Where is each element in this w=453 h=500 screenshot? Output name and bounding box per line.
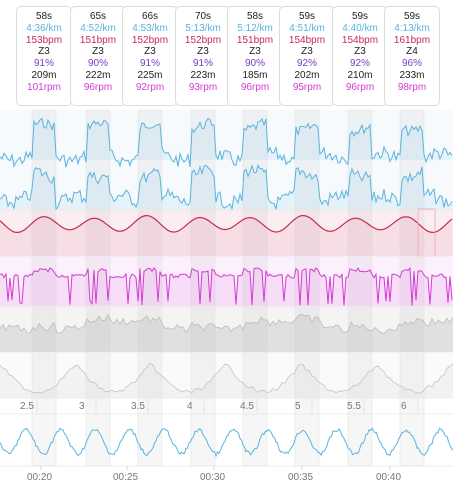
vertical-osc-band — [0, 414, 453, 468]
lap-pct: 91% — [139, 58, 160, 70]
lap-duration: 59s — [403, 11, 421, 22]
lap-dist: 225m — [137, 69, 163, 81]
speed-line — [0, 163, 453, 211]
distance-tick-label: 6 — [401, 401, 407, 412]
lap-pct: 91% — [192, 58, 213, 70]
lap-cad: 96rpm — [83, 81, 113, 93]
lap-card[interactable]: 59s 4:13/km 161bpm Z4 96% 233m 98rpm — [384, 6, 440, 106]
heart-rate-area — [0, 215, 453, 256]
lap-hr: 152bpm — [184, 34, 222, 46]
time-tick-label: 00:20 — [27, 472, 53, 483]
lap-hr: 152bpm — [131, 34, 169, 46]
time-tick-label: 00:25 — [113, 472, 139, 483]
lap-cad: 96rpm — [240, 81, 270, 93]
speed-area — [0, 165, 453, 210]
lap-card[interactable]: 59s 4:40/km 154bpm Z3 92% 210m 96rpm — [332, 6, 388, 106]
heart-rate-line — [0, 214, 453, 234]
stride-line — [0, 362, 453, 394]
lap-duration: 65s — [89, 11, 107, 22]
pace-line — [0, 117, 453, 168]
distance-tick-label: 4 — [187, 401, 193, 412]
lap-cad: 96rpm — [345, 81, 375, 93]
lap-pace: 4:51/km — [289, 22, 325, 34]
lap-pct: 91% — [33, 58, 54, 70]
lap-pace: 5:12/km — [237, 22, 273, 34]
lap-card[interactable]: 70s 5:13/km 152bpm Z3 91% 223m 93rpm — [175, 6, 231, 106]
lap-dist: 202m — [294, 69, 320, 81]
lap-card[interactable]: 59s 4:51/km 154bpm Z3 92% 202m 95rpm — [279, 6, 335, 106]
lap-hr: 151bpm — [79, 34, 117, 46]
lap-cad: 93rpm — [188, 81, 218, 93]
lap-zone: Z3 — [354, 46, 366, 58]
elevation-area — [0, 314, 453, 352]
stride-area — [0, 363, 453, 398]
lap-dist: 209m — [31, 69, 57, 81]
distance-tick-label: 3 — [79, 401, 85, 412]
lap-card[interactable]: 58s 4:36/km 153bpm Z3 91% 209m 101rpm — [16, 6, 72, 106]
lap-pace: 4:40/km — [342, 22, 378, 34]
lap-cad: 95rpm — [292, 81, 322, 93]
lap-card[interactable]: 66s 4:53/km 152bpm Z3 91% 225m 92rpm — [122, 6, 178, 106]
elevation-band — [0, 306, 453, 352]
lap-duration: 59s — [351, 11, 369, 22]
lap-dist: 233m — [399, 69, 425, 81]
lap-zone: Z3 — [92, 46, 104, 58]
distance-tick-label: 2.5 — [20, 401, 34, 412]
lap-zone: Z3 — [301, 46, 313, 58]
lap-hr: 154bpm — [288, 34, 326, 46]
heart-rate-band — [0, 210, 453, 256]
lap-zone: Z3 — [38, 46, 50, 58]
lap-hr: 154bpm — [341, 34, 379, 46]
lap-zone: Z3 — [197, 46, 209, 58]
time-tick-label: 00:30 — [200, 472, 226, 483]
lap-pace: 4:36/km — [26, 22, 62, 34]
lap-duration: 66s — [141, 11, 159, 22]
lap-duration: 58s — [246, 11, 264, 22]
lap-cad: 98rpm — [397, 81, 427, 93]
lap-cad: 101rpm — [27, 81, 61, 93]
lap-hr: 153bpm — [25, 34, 63, 46]
time-tick-label: 00:40 — [376, 472, 402, 483]
lap-pct: 90% — [244, 58, 265, 70]
distance-tick-label: 5.5 — [347, 401, 361, 412]
lap-hr: 151bpm — [236, 34, 274, 46]
lap-hr: 161bpm — [393, 34, 431, 46]
lap-zone: Z4 — [406, 46, 418, 58]
lap-pct: 92% — [296, 58, 317, 70]
lap-pct: 90% — [87, 58, 108, 70]
lap-pace: 4:53/km — [132, 22, 168, 34]
lap-zone: Z3 — [144, 46, 156, 58]
lap-pace: 4:52/km — [80, 22, 116, 34]
lap-duration: 59s — [298, 11, 316, 22]
lap-zone: Z3 — [249, 46, 261, 58]
lap-dist: 185m — [242, 69, 268, 81]
lap-pace: 4:13/km — [394, 22, 430, 34]
lap-pace: 5:13/km — [185, 22, 221, 34]
distance-axis-band — [0, 398, 453, 414]
lap-duration: 58s — [35, 11, 53, 22]
elevation-line — [0, 313, 453, 335]
lap-dist: 210m — [347, 69, 373, 81]
distance-tick-label: 4.5 — [240, 401, 254, 412]
stride-band — [0, 352, 453, 398]
time-tick-label: 00:35 — [288, 472, 314, 483]
lap-pct: 92% — [349, 58, 370, 70]
oscillation-line — [0, 427, 453, 458]
distance-tick-label: 3.5 — [131, 401, 145, 412]
lap-duration: 70s — [194, 11, 212, 22]
lap-pct: 96% — [401, 58, 422, 70]
distance-tick-label: 5 — [295, 401, 301, 412]
cadence-line — [0, 266, 453, 306]
lap-cad: 92rpm — [135, 81, 165, 93]
lap-dist: 223m — [190, 69, 216, 81]
lap-dist: 222m — [85, 69, 111, 81]
